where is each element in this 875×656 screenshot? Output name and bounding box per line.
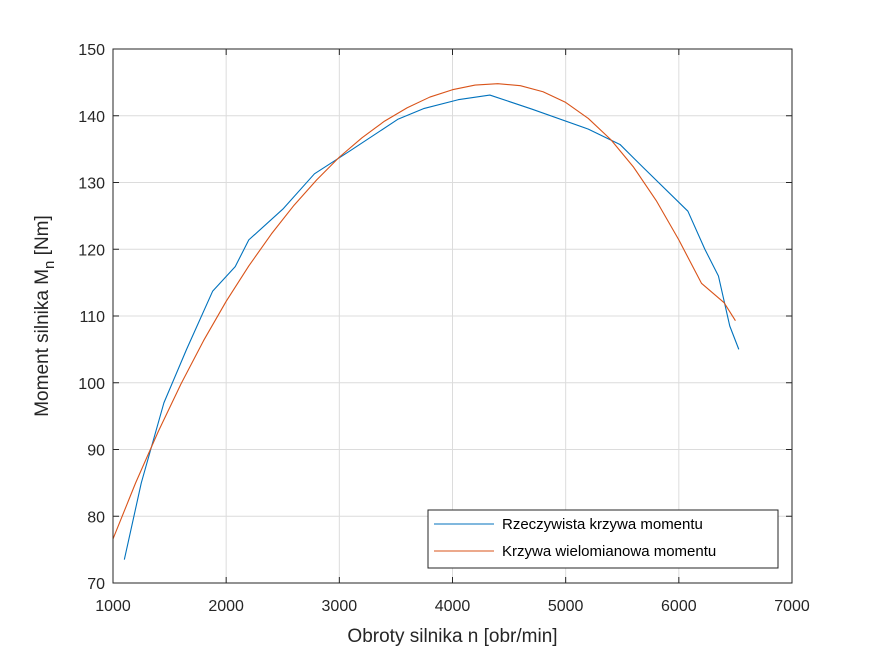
y-tick-label: 90 bbox=[87, 443, 105, 460]
legend-box bbox=[427, 509, 779, 569]
x-tick-label: 5000 bbox=[548, 598, 584, 615]
y-axis-title-unit: [Nm] bbox=[32, 215, 53, 260]
y-tick-label: 80 bbox=[87, 509, 105, 526]
y-axis-title: Moment silnika Mn [Nm] bbox=[32, 215, 58, 417]
y-tick-label: 130 bbox=[78, 176, 105, 193]
series-line-1 bbox=[123, 94, 740, 560]
y-tick-label: 110 bbox=[79, 309, 105, 326]
y-tick-label: 120 bbox=[78, 242, 105, 259]
legend-label-series-2: Krzywa wielomianowa momentu bbox=[502, 543, 716, 560]
x-axis-title: Obroty silnika n [obr/min] bbox=[347, 626, 557, 647]
y-tick-label: 70 bbox=[87, 576, 105, 593]
legend: Rzeczywista krzywa momentu Krzywa wielom… bbox=[427, 509, 779, 569]
x-tick-label: 2000 bbox=[208, 598, 244, 615]
y-axis-title-main: Moment silnika M bbox=[32, 269, 53, 417]
x-tick-label: 1000 bbox=[95, 598, 131, 615]
y-tick-label: 150 bbox=[78, 42, 105, 59]
x-tick-label: 4000 bbox=[435, 598, 471, 615]
y-tick-label: 100 bbox=[78, 376, 105, 393]
x-tick-label: 3000 bbox=[322, 598, 358, 615]
series-layer bbox=[112, 83, 740, 560]
y-tick-label: 140 bbox=[78, 109, 105, 126]
y-axis-title-subscript: n bbox=[41, 261, 58, 269]
series-line-2 bbox=[112, 83, 736, 540]
grid-lines bbox=[113, 49, 792, 583]
tick-labels: 1000 2000 3000 4000 5000 6000 7000 70 80 90 100 110… bbox=[78, 42, 810, 615]
tick-marks bbox=[112, 48, 793, 584]
x-tick-label: 6000 bbox=[661, 598, 697, 615]
legend-label-series-1: Rzeczywista krzywa momentu bbox=[502, 516, 703, 533]
x-tick-label: 7000 bbox=[774, 598, 810, 615]
